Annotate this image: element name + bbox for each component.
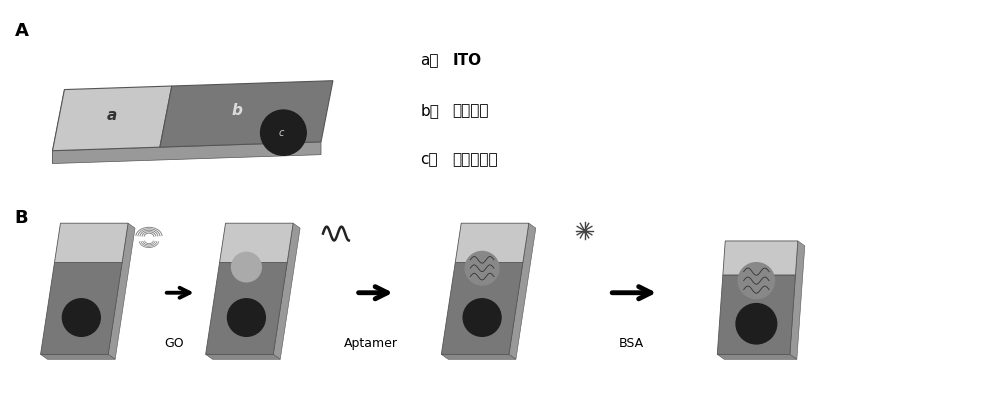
Text: ITO: ITO xyxy=(452,53,481,68)
Text: B: B xyxy=(15,209,28,227)
Polygon shape xyxy=(206,263,287,354)
Text: a: a xyxy=(107,108,117,123)
Text: A: A xyxy=(15,21,29,40)
Polygon shape xyxy=(441,263,523,354)
Polygon shape xyxy=(53,90,64,164)
Polygon shape xyxy=(220,223,293,263)
Polygon shape xyxy=(717,275,795,354)
Polygon shape xyxy=(53,86,172,151)
Text: b: b xyxy=(231,103,242,118)
Polygon shape xyxy=(160,81,333,147)
Polygon shape xyxy=(108,223,135,359)
Polygon shape xyxy=(273,223,300,359)
Circle shape xyxy=(465,251,499,285)
Text: c：: c： xyxy=(420,152,438,167)
Text: 检测区域: 检测区域 xyxy=(452,103,489,118)
Polygon shape xyxy=(455,223,529,263)
Text: b：: b： xyxy=(420,103,439,118)
Polygon shape xyxy=(41,263,122,354)
Polygon shape xyxy=(41,354,115,359)
Text: Aptamer: Aptamer xyxy=(344,337,398,349)
Polygon shape xyxy=(206,354,280,359)
Polygon shape xyxy=(54,223,128,263)
Circle shape xyxy=(62,299,100,336)
Text: c: c xyxy=(279,128,284,138)
Text: GO: GO xyxy=(164,337,184,349)
Polygon shape xyxy=(509,223,536,359)
Circle shape xyxy=(463,299,501,336)
Circle shape xyxy=(261,110,306,155)
Polygon shape xyxy=(723,241,798,275)
Text: a：: a： xyxy=(420,53,439,68)
Circle shape xyxy=(738,263,775,299)
Polygon shape xyxy=(441,354,516,359)
Polygon shape xyxy=(53,142,321,164)
Circle shape xyxy=(227,299,265,336)
Circle shape xyxy=(232,252,261,282)
Text: BSA: BSA xyxy=(619,337,644,349)
Polygon shape xyxy=(717,354,797,359)
Circle shape xyxy=(736,303,777,344)
Polygon shape xyxy=(790,241,805,359)
Text: 可视化区域: 可视化区域 xyxy=(452,152,498,167)
